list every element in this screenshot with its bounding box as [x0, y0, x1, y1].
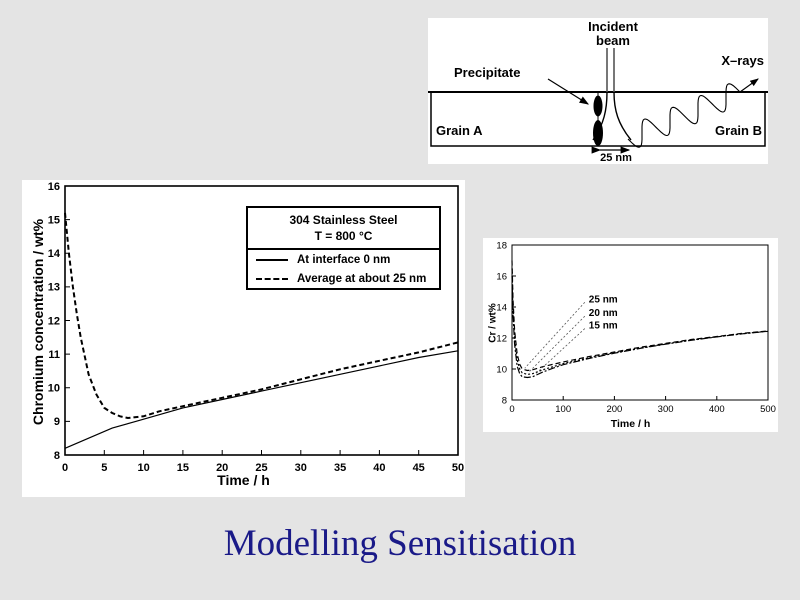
x-tick-label: 400	[709, 404, 725, 415]
legend-entry-dashed-label: Average at about 25 nm	[297, 273, 427, 285]
xrays-label: X–rays	[721, 53, 764, 68]
y-tick-label: 16	[496, 271, 507, 282]
x-tick-label: 45	[413, 462, 425, 474]
x-tick-label: 0	[509, 404, 514, 415]
interface-chart-panel: 0 5 10 15 20 25 30 35 40 45 50 8 9 10 11 12 13 14 15 16 Chr…	[22, 180, 465, 497]
annotation-leader	[528, 315, 586, 373]
annotation-label: 25 nm	[589, 294, 618, 305]
y-tick-label: 18	[496, 240, 507, 251]
right-chart-ylabel: Cr / wt%	[487, 303, 499, 343]
legend-header: 304 Stainless Steel T = 800 °C	[248, 208, 439, 250]
precipitate-arrow	[547, 78, 590, 105]
x-tick-label: 200	[606, 404, 622, 415]
left-chart-xlabel: Time / h	[217, 472, 270, 488]
incident-beam-line2: beam	[596, 33, 630, 48]
beam-schematic-drawing	[428, 48, 768, 154]
precipitate-label: Precipitate	[454, 65, 521, 80]
x-tick-label: 300	[658, 404, 674, 415]
legend-header-line1: 304 Stainless Steel	[289, 213, 398, 227]
legend-entry-solid: At interface 0 nm	[248, 250, 439, 269]
y-tick-label: 10	[48, 383, 60, 395]
y-tick-label: 14	[48, 248, 61, 260]
y-tick-label: 11	[48, 349, 60, 361]
x-tick-label: 30	[295, 462, 307, 474]
x-tick-label: 500	[760, 404, 776, 415]
y-tick-label: 8	[54, 450, 60, 462]
probe-size-chart-plot: 0 100 200 300 400 500 8 10 12 14 16 18 25 nm 20 nm 15 …	[496, 240, 776, 415]
grain-a-label: Grain A	[436, 123, 483, 138]
slide-title: Modelling Sensitisation	[223, 523, 577, 564]
y-tick-label: 13	[48, 282, 60, 294]
x-tick-label: 50	[452, 462, 464, 474]
annotation-leader	[524, 301, 586, 369]
x-tick-label: 100	[555, 404, 571, 415]
legend-entry-solid-label: At interface 0 nm	[297, 254, 391, 266]
xray-wave	[627, 83, 741, 148]
beam-funnel-right	[613, 91, 632, 141]
left-chart-legend: 304 Stainless Steel T = 800 °C At interf…	[246, 206, 441, 290]
incident-beam-line1: Incident	[588, 19, 638, 34]
x-tick-label: 20	[216, 462, 228, 474]
x-tick-label: 0	[62, 462, 68, 474]
x-tick-label: 35	[334, 462, 346, 474]
series-Average-at-about-25-nm	[64, 212, 459, 420]
incident-beam-label: Incident beam	[577, 20, 649, 48]
xray-arrow	[739, 78, 759, 93]
probe-size-chart-panel: 0 100 200 300 400 500 8 10 12 14 16 18 25 nm 20 nm 15 …	[483, 238, 778, 432]
plot-box	[511, 244, 769, 401]
annotation-label: 15 nm	[589, 321, 618, 332]
left-chart-ylabel: Chromium concentration / wt%	[30, 218, 46, 426]
beam-schematic-panel: Incident beam Precipitate X–rays Grain A…	[428, 18, 768, 164]
legend-header-line2: T = 800 °C	[314, 229, 373, 243]
y-tick-label: 9	[54, 416, 60, 428]
series-25-nm	[511, 260, 769, 372]
legend-entry-dashed: Average at about 25 nm	[248, 269, 439, 288]
series-15-nm	[511, 275, 769, 379]
x-tick-label: 40	[373, 462, 385, 474]
scale-label: 25 nm	[600, 152, 632, 164]
y-tick-label: 15	[48, 214, 60, 226]
y-tick-label: 12	[48, 315, 60, 327]
y-tick-label: 10	[496, 364, 507, 375]
precipitate-upper	[593, 95, 603, 117]
y-tick-label: 14	[496, 302, 507, 313]
annotation-label: 20 nm	[589, 308, 618, 319]
y-tick-label: 16	[48, 181, 60, 193]
grain-b-label: Grain B	[715, 123, 762, 138]
right-chart-xlabel: Time / h	[610, 418, 651, 430]
legend-sample-dashed-line	[256, 278, 288, 280]
y-tick-label: 8	[502, 395, 507, 406]
x-tick-label: 25	[255, 462, 267, 474]
x-tick-label: 10	[137, 462, 149, 474]
annotation-leader	[534, 328, 586, 375]
series-20-nm	[511, 268, 769, 376]
series-At-interface-0-nm	[64, 350, 459, 449]
x-tick-label: 15	[177, 462, 189, 474]
interface-chart-plot: 0 5 10 15 20 25 30 35 40 45 50 8 9 10 11 12 13 14 15 16	[48, 181, 464, 474]
x-tick-label: 5	[101, 462, 107, 474]
y-tick-label: 12	[496, 333, 507, 344]
precipitate-lower	[593, 120, 603, 146]
legend-sample-solid-line	[256, 259, 288, 261]
